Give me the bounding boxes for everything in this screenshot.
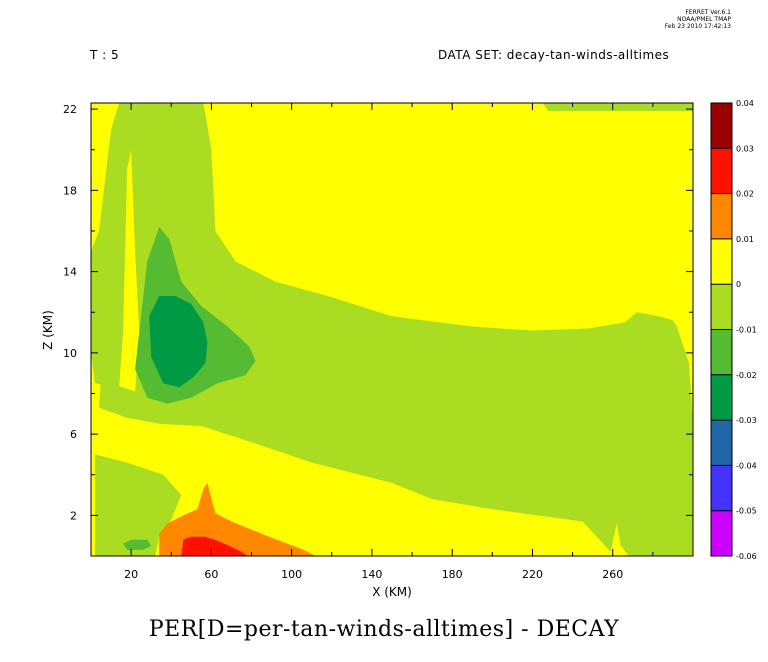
contour-region-2: [95, 454, 182, 556]
program-org: NOAA/PMEL TMAP: [677, 16, 731, 23]
program-version: FERRET Ver.6.1: [685, 9, 731, 16]
program-date: Feb 23 2010 17:42:13: [664, 23, 731, 30]
x-tick-label-0: 20: [124, 568, 138, 581]
y-tick-label-5: 22: [63, 103, 77, 116]
colorbar-label-9: 0.03: [736, 144, 754, 153]
plot-frame: [90, 102, 694, 557]
colorbar-swatch-2: [711, 420, 732, 466]
colorbar-swatch-6: [711, 238, 732, 285]
contour-region-5: [123, 539, 152, 550]
contour-chart: 20 60 100 140 180 220 260 2 6 10 14 18 22 X (KM) Z …: [41, 99, 757, 599]
contour-region-3: [542, 103, 693, 112]
colorbar-label-7: 0.01: [736, 235, 754, 244]
colorbar-label-10: 0.04: [736, 99, 754, 108]
y-tick-label-1: 6: [70, 428, 77, 441]
colorbar-label-0: -0.06: [736, 552, 757, 561]
contour-region-8: [181, 536, 248, 556]
contour-region-6: [149, 296, 208, 388]
colorbar-swatch-8: [711, 148, 732, 194]
colorbar-label-4: -0.02: [736, 371, 757, 380]
x-tick-label-3: 140: [361, 568, 382, 581]
y-tick-label-0: 2: [70, 509, 77, 522]
colorbar-label-1: -0.05: [736, 507, 757, 516]
colorbar-label-5: -0.01: [736, 326, 757, 335]
time-label: T : 5: [90, 48, 120, 62]
colorbar-label-6: 0: [736, 280, 741, 289]
x-tick-label-4: 180: [442, 568, 463, 581]
colorbar-swatch-9: [711, 103, 732, 149]
x-axis-label: X (KM): [372, 585, 412, 599]
colorbar-label-8: 0.02: [736, 190, 754, 199]
y-tick-label-3: 14: [63, 266, 77, 279]
x-tick-label-2: 100: [281, 568, 302, 581]
y-tick-label-4: 18: [63, 184, 77, 197]
colorbar-swatch-3: [711, 374, 732, 421]
program-info: FERRET Ver.6.1 NOAA/PMEL TMAP Feb 23 201…: [600, 9, 731, 30]
colorbar-swatch-0: [711, 510, 732, 556]
colorbar-swatch-5: [711, 284, 732, 330]
contour-region-1: [91, 103, 693, 556]
y-axis-label: Z (KM): [41, 310, 55, 350]
colorbar-swatch-4: [711, 329, 732, 375]
x-tick-label-5: 220: [522, 568, 543, 581]
colorbar-label-3: -0.03: [736, 416, 757, 425]
dataset-label: DATA SET: decay-tan-winds-alltimes: [438, 48, 670, 62]
chart-title: PER[D=per-tan-winds-alltimes] - DECAY: [148, 617, 620, 642]
x-tick-label-6: 260: [602, 568, 623, 581]
x-tick-label-1: 60: [204, 568, 218, 581]
y-tick-label-2: 10: [63, 347, 77, 360]
colorbar-label-2: -0.04: [736, 461, 757, 470]
colorbar-swatch-7: [711, 193, 732, 239]
colorbar-swatch-1: [711, 465, 732, 511]
